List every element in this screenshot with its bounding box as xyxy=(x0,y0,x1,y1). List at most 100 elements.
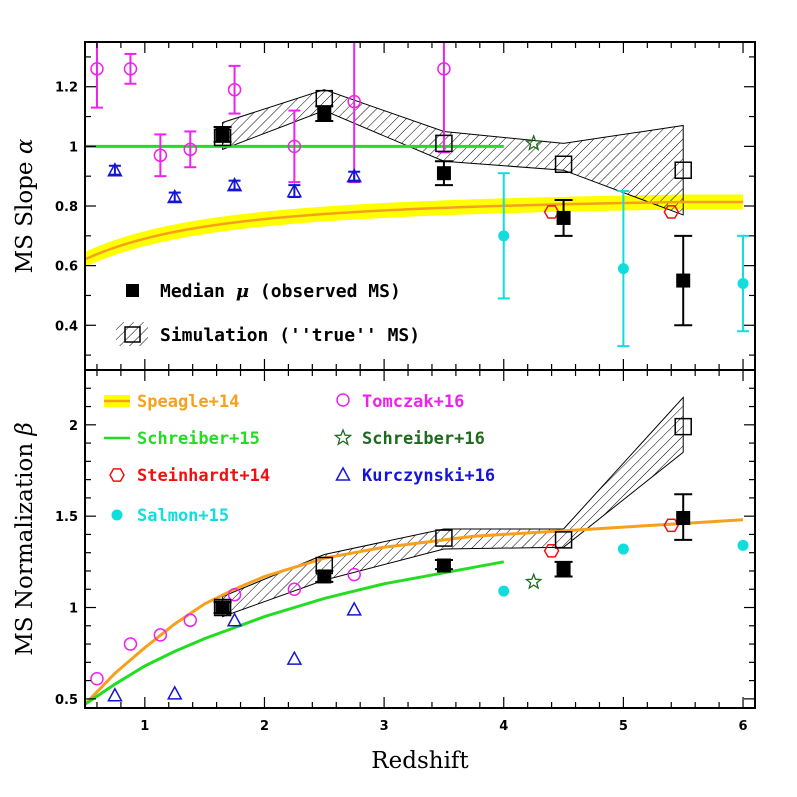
bottom-line-layer xyxy=(85,518,744,706)
legend-schreiber16-label: Schreiber+16 xyxy=(362,429,485,449)
bottom-tomczak-16-point-4 xyxy=(227,587,242,602)
bottom-y-axis-label: MS Normalization β xyxy=(12,422,38,656)
top-ytick-label: 0.8 xyxy=(55,200,78,215)
bottom-median-mu-observed-ms-point-4 xyxy=(676,510,691,525)
top-simulation-true-ms-point-3 xyxy=(554,155,573,174)
top-median-mu-observed-ms-point-4 xyxy=(676,273,691,288)
top-median-mu-observed-ms-point-3 xyxy=(556,210,571,225)
legend-speagle-label: Speagle+14 xyxy=(137,392,239,412)
bottom-simulation-true-ms-point-4 xyxy=(674,417,692,436)
top-simulation-true-ms-point-0 xyxy=(213,128,232,147)
bottom-simulation-true-ms-point-1 xyxy=(315,556,334,575)
top-simulation-true-ms-point-1 xyxy=(315,89,334,108)
top-ytick-label: 0.4 xyxy=(55,319,78,334)
bottom-simulation-true-ms-point-3 xyxy=(554,531,573,549)
bottom-salmon-15-point-1 xyxy=(617,543,629,555)
legend-kurczynski-label: Kurczynski+16 xyxy=(362,466,495,486)
top-kurczynski-16-point-0 xyxy=(107,162,123,177)
bottom-kurczynski-16-point-1 xyxy=(166,685,183,700)
top-tomczak-16-point-7 xyxy=(437,62,451,76)
legend-tomczak-label: Tomczak+16 xyxy=(362,392,464,412)
bottom-simulation-true-ms-point-0 xyxy=(213,598,232,617)
top-tomczak-16-errorbar-4 xyxy=(228,64,241,115)
top-markers-layer xyxy=(90,62,749,290)
bottom-tomczak-16-point-5 xyxy=(287,582,302,596)
top-simulation-true-ms-point-4 xyxy=(674,161,692,179)
bottom-ytick-label: 1 xyxy=(69,602,78,617)
top-tomczak-16-errorbar-5 xyxy=(288,109,301,184)
top-ytick-label: 0.6 xyxy=(55,260,78,275)
xtick-label: 2 xyxy=(260,719,269,734)
legend-schreiber15-label: Schreiber+15 xyxy=(137,429,260,449)
top-kurczynski-16-point-3 xyxy=(286,183,303,198)
bottom-median-mu-observed-ms-point-2 xyxy=(436,558,451,573)
bottom-legend: Speagle+14 Tomczak+16 Schreiber+15 Schre… xyxy=(104,392,495,526)
legend-tomczak-marker xyxy=(336,393,350,407)
bottom-schreiber-16-point-0 xyxy=(524,572,543,590)
legend-steinhardt-marker xyxy=(109,468,125,482)
top-steinhardt-14-point-1 xyxy=(663,205,680,219)
top-legend: Median μ (observed MS) Simulation (''tru… xyxy=(116,281,420,346)
top-tomczak-16-point-1 xyxy=(123,62,138,76)
top-kurczynski-16-errorbar-0 xyxy=(108,164,121,176)
top-schreiber-16-point-0 xyxy=(524,134,543,151)
top-tomczak-16-point-3 xyxy=(183,142,198,157)
legend-median-marker xyxy=(126,284,139,297)
legend-simulation-label: Simulation (''true'' MS) xyxy=(160,325,420,346)
top-ytick-label: 1.2 xyxy=(55,81,78,96)
top-tomczak-16-errorbar-1 xyxy=(124,52,137,85)
top-speagle-14-line xyxy=(85,200,744,261)
bottom-speagle-14-line xyxy=(85,518,744,706)
x-axis-label: Redshift xyxy=(371,748,469,774)
legend-median-label: Median μ (observed MS) xyxy=(160,281,401,302)
bottom-kurczynski-16-point-4 xyxy=(346,601,362,616)
bottom-tomczak-16-point-2 xyxy=(153,628,168,642)
legend-kurczynski-marker xyxy=(335,466,351,481)
top-simulation-true-ms-point-2 xyxy=(435,134,453,153)
top-tomczak-16-errorbar-2 xyxy=(154,133,167,178)
bottom-ytick-label: 2 xyxy=(69,419,78,434)
xtick-label: 3 xyxy=(380,719,389,734)
bottom-hatchband-layer xyxy=(222,396,684,618)
top-median-mu-observed-ms-point-0 xyxy=(215,127,230,142)
bottom-median-mu-observed-ms-point-1 xyxy=(317,569,332,584)
bottom-tomczak-16-point-6 xyxy=(347,567,361,582)
bottom-median-mu-observed-ms-point-0 xyxy=(215,600,230,615)
bottom-simulation-true-ms-point-2 xyxy=(435,529,453,547)
top-salmon-15-point-0 xyxy=(498,230,510,242)
bottom-schreiber-15-line xyxy=(85,560,505,706)
legend-simulation-marker xyxy=(124,326,141,343)
top-tomczak-16-point-4 xyxy=(227,82,242,97)
top-kurczynski-16-point-2 xyxy=(226,177,243,192)
top-simulation-true-ms-hatched-band xyxy=(222,89,684,216)
bottom-ytick-label: 0.5 xyxy=(55,693,78,708)
bottom-salmon-15-point-0 xyxy=(498,585,510,597)
bottom-markers-layer xyxy=(90,417,749,702)
top-steinhardt-14-point-0 xyxy=(543,205,560,219)
top-kurczynski-16-point-4 xyxy=(346,168,362,183)
top-salmon-15-point-2 xyxy=(737,278,749,290)
legend-schreiber16-marker xyxy=(333,428,353,446)
bottom-median-mu-observed-ms-point-3 xyxy=(556,562,571,577)
bottom-tomczak-16-point-0 xyxy=(90,672,104,686)
top-ytick-label: 1 xyxy=(69,140,78,155)
bottom-salmon-15-point-2 xyxy=(737,539,749,551)
axes-ticks: 0.4 0.6 0.8 1 1.2 0.5 1 1.5 2 1 2 3 4 5 6 xyxy=(55,42,755,734)
xtick-label: 6 xyxy=(739,719,748,734)
legend-salmon-label: Salmon+15 xyxy=(137,506,229,526)
legend-steinhardt-label: Steinhardt+14 xyxy=(137,466,270,486)
top-hatchband-layer xyxy=(222,89,684,216)
top-tomczak-16-point-2 xyxy=(153,148,168,163)
bottom-panel-data xyxy=(85,396,749,706)
bottom-tomczak-16-point-1 xyxy=(123,637,138,651)
top-tomczak-16-errorbar-3 xyxy=(184,130,197,169)
bottom-panel-frame xyxy=(84,369,756,709)
xtick-label: 4 xyxy=(499,719,508,734)
top-median-mu-observed-ms-point-1 xyxy=(317,106,332,121)
top-tomczak-16-point-0 xyxy=(90,62,104,76)
bottom-tomczak-16-point-3 xyxy=(183,613,198,628)
bottom-kurczynski-16-point-3 xyxy=(286,650,303,665)
top-kurczynski-16-errorbar-4 xyxy=(348,170,361,182)
top-tomczak-16-point-5 xyxy=(287,139,302,154)
